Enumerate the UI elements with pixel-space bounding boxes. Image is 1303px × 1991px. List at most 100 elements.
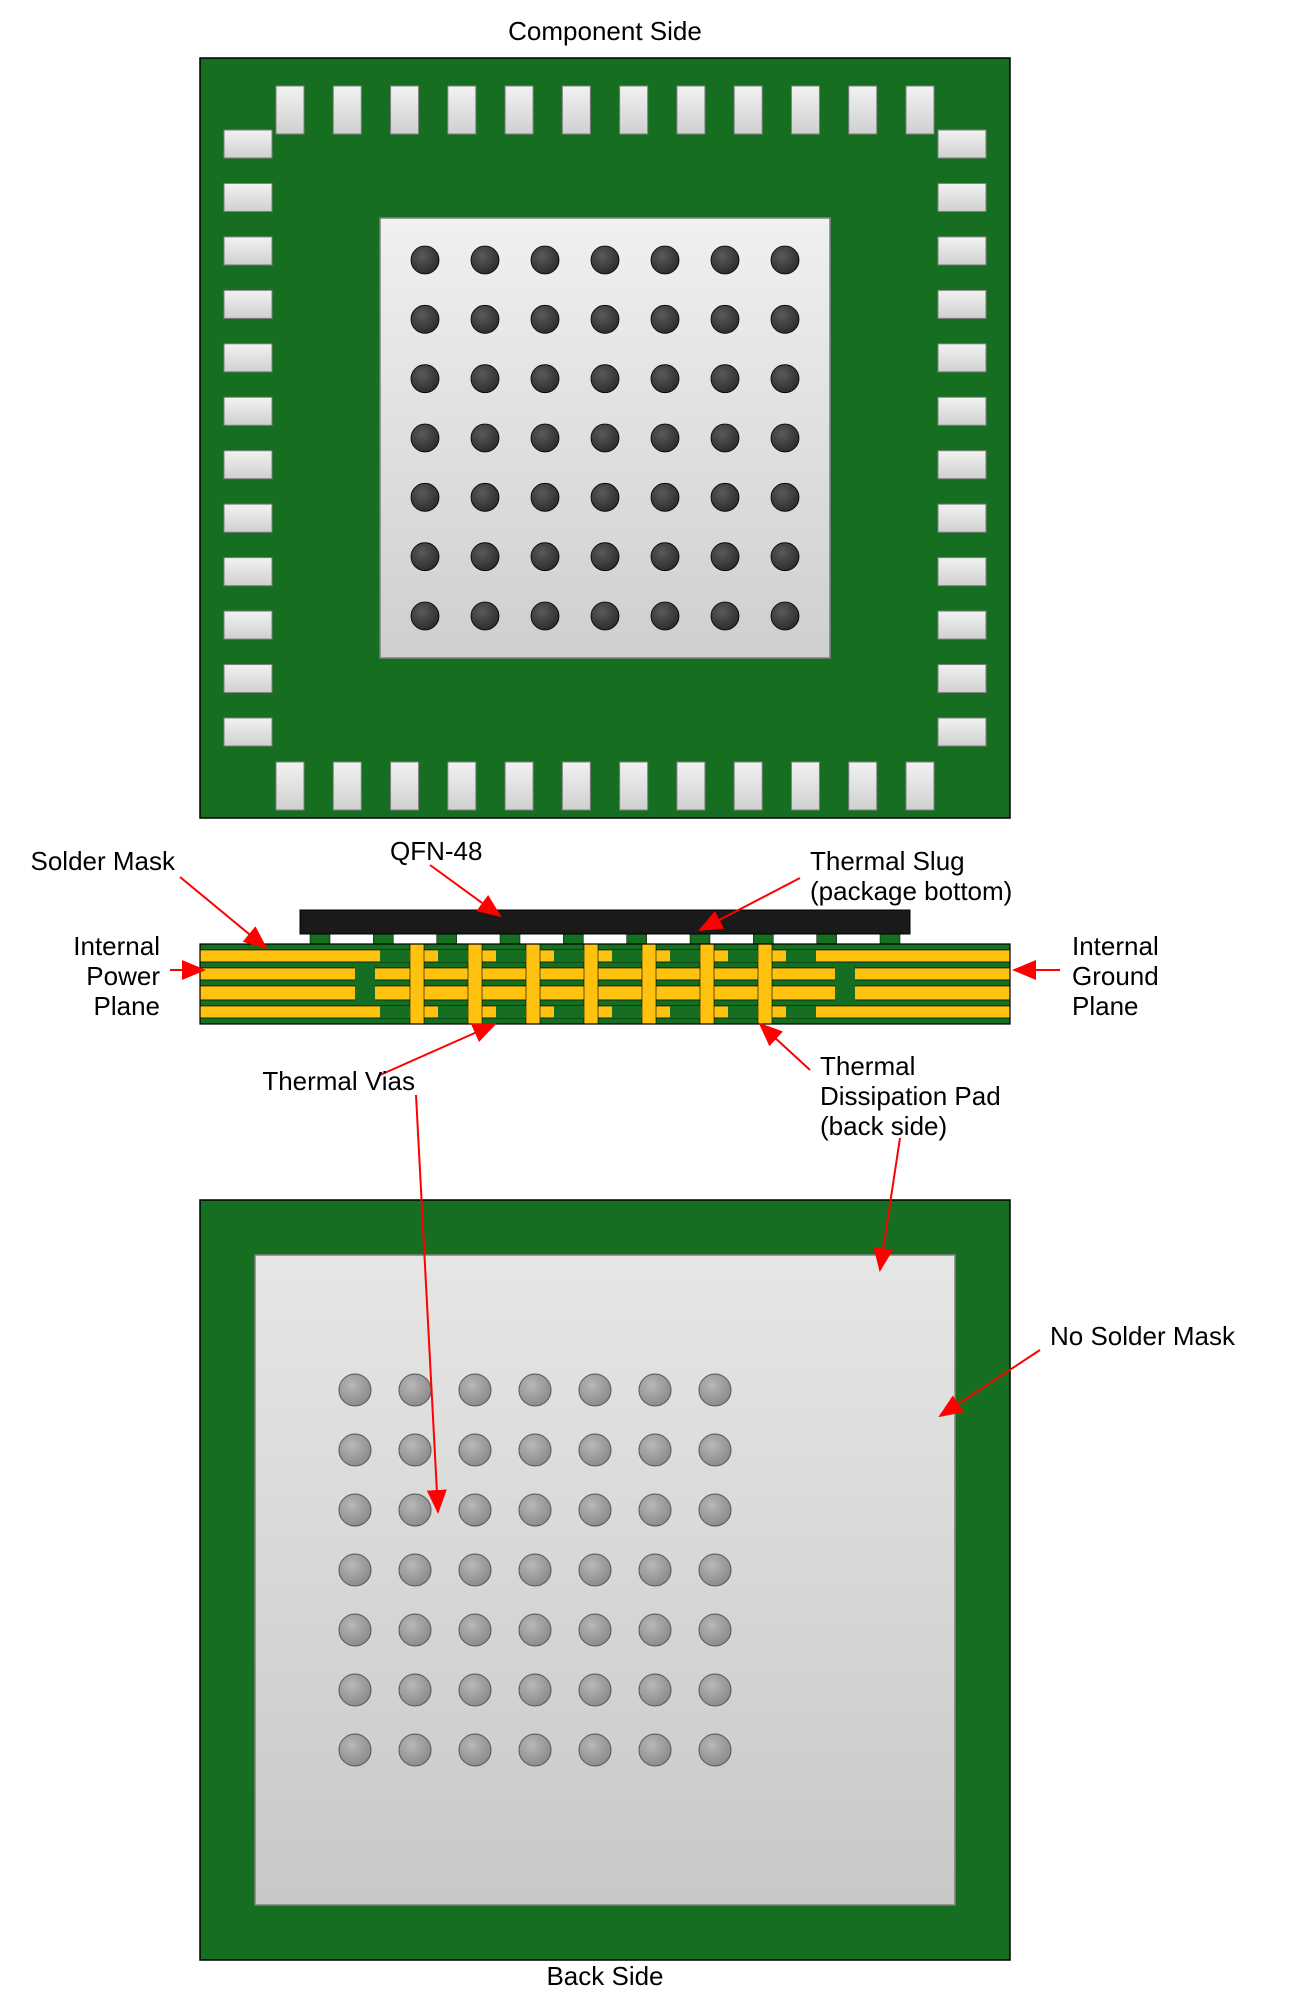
thermal-via-back (699, 1674, 731, 1706)
thermal-via-back (399, 1554, 431, 1586)
thermal-via-back (399, 1434, 431, 1466)
thermal-via-back (639, 1734, 671, 1766)
thermal-via-back (519, 1674, 551, 1706)
thermal-via (651, 424, 679, 452)
thermal-via-back (519, 1734, 551, 1766)
thermal-via-xsection (410, 944, 424, 1024)
thermal-via-back (579, 1614, 611, 1646)
thermal-via (711, 483, 739, 511)
thermal-via-back (339, 1434, 371, 1466)
thermal-via (471, 365, 499, 393)
thermal-via (531, 424, 559, 452)
thermal-via-back (579, 1494, 611, 1526)
thermal-via (591, 602, 619, 630)
qfn-pad (224, 290, 272, 318)
qfn-pad (938, 397, 986, 425)
qfn-pad (391, 762, 419, 810)
thermal-via-back (639, 1674, 671, 1706)
qfn-pad (224, 451, 272, 479)
qfn-pad (734, 762, 762, 810)
qfn-pad (938, 451, 986, 479)
thermal-via-xsection (642, 944, 656, 1024)
thermal-via-back (399, 1674, 431, 1706)
thermal-via (771, 305, 799, 333)
thermal-via-back (699, 1554, 731, 1586)
qfn-pad (333, 86, 361, 134)
thermal-via-back (339, 1734, 371, 1766)
thermal-via-back (459, 1614, 491, 1646)
qfn-pad (224, 237, 272, 265)
callout-label: Power (86, 961, 160, 991)
thermal-via (651, 602, 679, 630)
thermal-via-back (519, 1494, 551, 1526)
thermal-via-back (339, 1614, 371, 1646)
qfn-pad (938, 718, 986, 746)
thermal-via-back (699, 1494, 731, 1526)
callout-label: (package bottom) (810, 876, 1012, 906)
thermal-via (711, 543, 739, 571)
thermal-via (531, 483, 559, 511)
thermal-via-back (579, 1374, 611, 1406)
thermal-via (711, 424, 739, 452)
callout-label: (back side) (820, 1111, 947, 1141)
thermal-via (411, 365, 439, 393)
thermal-via-back (639, 1374, 671, 1406)
thermal-via-back (399, 1494, 431, 1526)
thermal-via (531, 246, 559, 274)
callout-label: QFN-48 (390, 836, 482, 866)
qfn-pad (938, 344, 986, 372)
qfn-pad (562, 762, 590, 810)
thermal-via-xsection (468, 944, 482, 1024)
callout-label: Plane (1072, 991, 1139, 1021)
thermal-via (591, 424, 619, 452)
thermal-via-xsection (526, 944, 540, 1024)
thermal-via (591, 365, 619, 393)
thermal-via-back (519, 1374, 551, 1406)
qfn-pad (224, 504, 272, 532)
thermal-via (411, 424, 439, 452)
thermal-via (531, 365, 559, 393)
cross-section-view (200, 910, 1010, 1024)
callout-label: Thermal Vias (262, 1066, 415, 1096)
thermal-via (411, 602, 439, 630)
qfn-pad (938, 130, 986, 158)
callout-arrow (760, 1024, 810, 1070)
qfn-pad (562, 86, 590, 134)
callout-arrow (430, 865, 500, 916)
thermal-via-back (639, 1614, 671, 1646)
thermal-via-back (579, 1554, 611, 1586)
thermal-via (771, 246, 799, 274)
thermal-via-back (519, 1554, 551, 1586)
thermal-via (471, 305, 499, 333)
qfn-pad (391, 86, 419, 134)
thermal-via (771, 543, 799, 571)
qfn-pad (620, 86, 648, 134)
thermal-via (411, 305, 439, 333)
title-back-side: Back Side (546, 1961, 663, 1991)
qfn-pad (938, 665, 986, 693)
thermal-via-back (399, 1734, 431, 1766)
thermal-via-back (699, 1434, 731, 1466)
thermal-via (591, 246, 619, 274)
callout-label: Internal (1072, 931, 1159, 961)
qfn-pad (938, 237, 986, 265)
qfn-pad (938, 183, 986, 211)
thermal-via (771, 424, 799, 452)
thermal-via (771, 365, 799, 393)
callout-label: Thermal Slug (810, 846, 965, 876)
thermal-via (471, 543, 499, 571)
qfn-pad (791, 762, 819, 810)
qfn-pad (791, 86, 819, 134)
thermal-via (651, 246, 679, 274)
thermal-via-back (459, 1674, 491, 1706)
qfn-pad (224, 558, 272, 586)
qfn-pad (938, 504, 986, 532)
thermal-via (651, 483, 679, 511)
thermal-via-back (639, 1494, 671, 1526)
thermal-via (531, 543, 559, 571)
title-component-side: Component Side (508, 16, 702, 46)
thermal-via-back (339, 1674, 371, 1706)
thermal-via-back (459, 1374, 491, 1406)
qfn-package (300, 910, 910, 934)
thermal-via (591, 305, 619, 333)
